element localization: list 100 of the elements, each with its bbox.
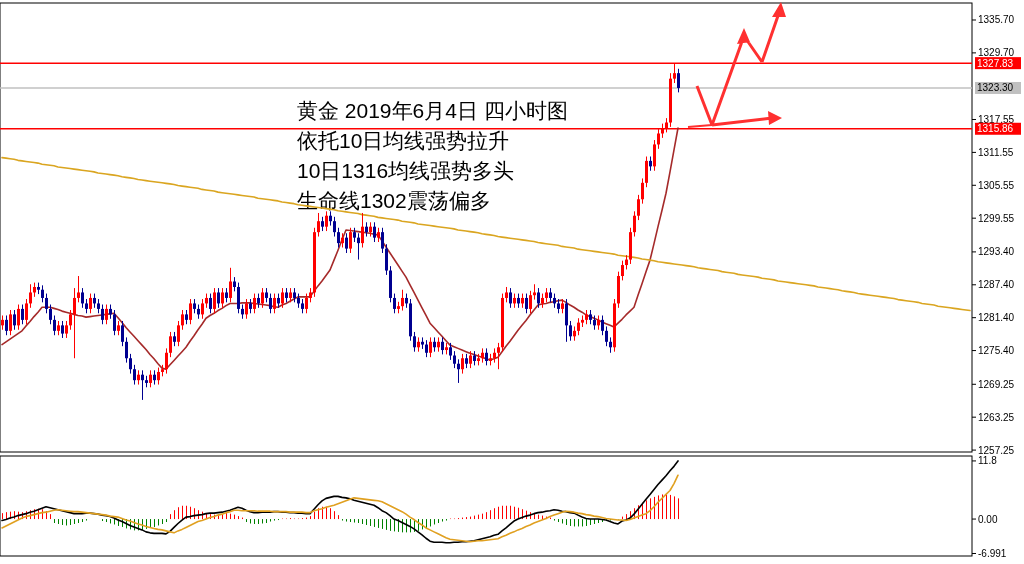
line-series bbox=[1, 156, 971, 312]
candlestick bbox=[73, 287, 76, 359]
candlestick bbox=[261, 287, 264, 309]
candlestick bbox=[509, 287, 512, 309]
annotation: 黄金 2019年6月4日 四小时图 bbox=[297, 99, 568, 122]
candlestick bbox=[337, 227, 340, 249]
candlestick bbox=[13, 309, 16, 331]
candlestick bbox=[169, 331, 172, 358]
ref-line-label: 1323.30 bbox=[977, 82, 1014, 94]
candlestick bbox=[525, 293, 528, 314]
candlestick bbox=[245, 298, 248, 320]
candlestick bbox=[385, 243, 388, 276]
ref-line-label: 1327.83 bbox=[977, 57, 1014, 69]
candlestick bbox=[333, 216, 336, 238]
candlestick bbox=[637, 194, 640, 221]
candlestick bbox=[357, 232, 360, 261]
candlestick bbox=[633, 210, 636, 238]
candlestick bbox=[645, 156, 648, 188]
candlestick bbox=[21, 304, 24, 325]
candlestick bbox=[605, 325, 608, 347]
candlestick bbox=[349, 227, 352, 254]
candlestick bbox=[101, 304, 104, 325]
candlestick bbox=[217, 287, 220, 309]
candlestick bbox=[497, 342, 500, 370]
y-tick-label: 1263.25 bbox=[978, 411, 1015, 423]
candlestick bbox=[201, 298, 204, 320]
line-series bbox=[1, 474, 679, 543]
candlestick bbox=[281, 287, 284, 309]
y-tick-label: 1317.55 bbox=[978, 114, 1015, 125]
annotation: 10日1316均线强势多头 bbox=[297, 159, 515, 182]
candlestick bbox=[165, 347, 168, 375]
candlestick bbox=[537, 287, 540, 309]
candlestick bbox=[653, 139, 656, 172]
annotation: 依托10日均线强势拉升 bbox=[297, 129, 510, 152]
y-tick-label: 0.00 bbox=[978, 513, 998, 525]
candlestick bbox=[373, 221, 376, 243]
y-tick-label: -6.991 bbox=[978, 547, 1007, 559]
candlestick bbox=[181, 309, 184, 331]
candlestick bbox=[29, 283, 32, 309]
y-tick-label: 1311.55 bbox=[978, 146, 1014, 158]
candlestick bbox=[237, 282, 240, 314]
candlestick bbox=[457, 358, 460, 384]
y-tick-label: 1293.40 bbox=[978, 246, 1015, 258]
candlestick bbox=[213, 287, 216, 314]
y-tick-label: 1329.70 bbox=[978, 47, 1015, 59]
candlestick bbox=[317, 212, 320, 238]
candlestick bbox=[25, 298, 28, 325]
candlestick bbox=[129, 353, 132, 375]
candlestick bbox=[189, 298, 192, 325]
candlestick bbox=[601, 314, 604, 336]
candlestick bbox=[105, 304, 108, 325]
candlestick bbox=[49, 304, 52, 325]
candlestick bbox=[77, 275, 80, 303]
candlestick bbox=[89, 293, 92, 314]
candlestick bbox=[69, 309, 72, 331]
candlestick bbox=[209, 293, 212, 314]
line-series bbox=[1, 127, 679, 371]
candlestick bbox=[345, 232, 348, 254]
candlestick bbox=[133, 364, 136, 386]
candlestick bbox=[125, 336, 128, 364]
candlestick bbox=[569, 320, 572, 342]
candlestick bbox=[401, 289, 404, 312]
y-tick-label: 11.8 bbox=[978, 455, 998, 467]
candlestick bbox=[429, 336, 432, 358]
y-tick-label: 1299.55 bbox=[978, 212, 1015, 224]
candlestick bbox=[253, 293, 256, 314]
candlestick bbox=[53, 314, 56, 336]
candlestick bbox=[325, 210, 328, 232]
candlestick bbox=[641, 177, 644, 205]
candlestick bbox=[121, 320, 124, 347]
candlestick bbox=[141, 369, 144, 401]
candlestick bbox=[677, 68, 680, 93]
candlestick bbox=[221, 287, 224, 309]
y-tick-label: 1287.40 bbox=[978, 279, 1015, 291]
ref-line-label: 1315.86 bbox=[977, 123, 1014, 135]
y-tick-label: 1305.55 bbox=[978, 179, 1015, 191]
candlestick bbox=[5, 314, 8, 336]
candlestick bbox=[269, 293, 272, 314]
candlestick bbox=[461, 353, 464, 375]
y-tick-label: 1281.40 bbox=[978, 312, 1015, 324]
candlestick bbox=[177, 320, 180, 347]
y-tick-label: 1335.70 bbox=[978, 14, 1015, 26]
candlestick bbox=[113, 309, 116, 336]
candlestick bbox=[45, 293, 48, 314]
candlestick bbox=[621, 260, 624, 281]
candlestick bbox=[529, 290, 532, 314]
candlestick bbox=[361, 212, 364, 249]
candlestick bbox=[229, 267, 232, 303]
y-tick-label: 1275.40 bbox=[978, 345, 1015, 357]
candlestick bbox=[305, 293, 308, 314]
candlestick bbox=[393, 293, 396, 314]
candlestick bbox=[565, 298, 568, 343]
candlestick bbox=[381, 227, 384, 254]
candlestick bbox=[413, 331, 416, 353]
candlestick bbox=[273, 293, 276, 314]
y-tick-label: 1257.25 bbox=[978, 444, 1015, 456]
y-tick-label: 1269.25 bbox=[978, 378, 1015, 390]
candlestick bbox=[17, 304, 20, 331]
candlestick bbox=[9, 309, 12, 336]
candlestick bbox=[81, 287, 84, 309]
